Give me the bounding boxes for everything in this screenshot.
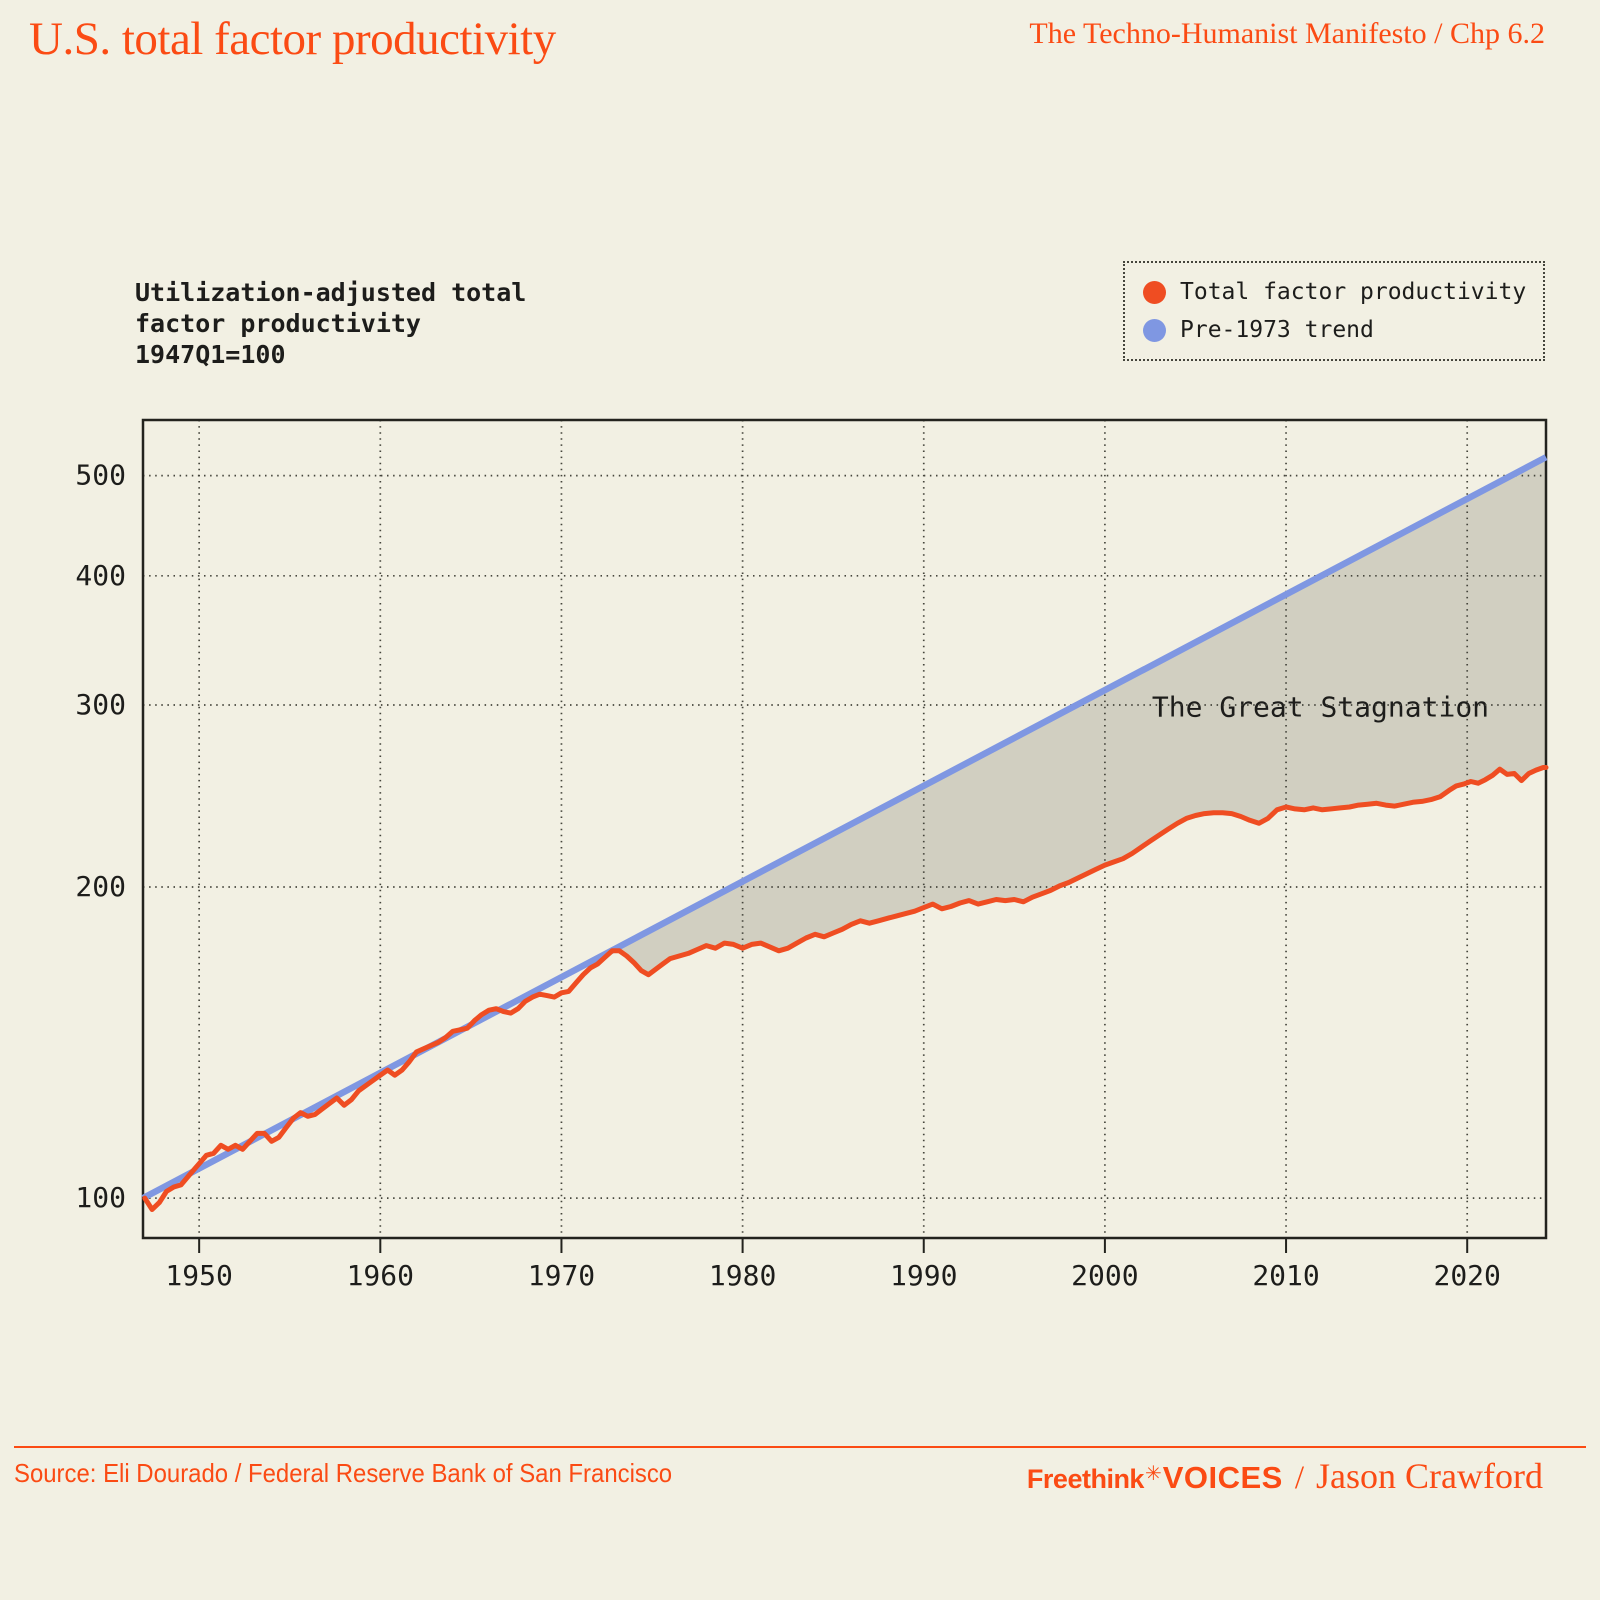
- chart-subtitle-line: factor productivity: [135, 309, 421, 338]
- plot-frame: [141, 418, 1548, 1240]
- y-tick-label: 200: [75, 870, 126, 903]
- y-tick-label: 100: [75, 1181, 126, 1214]
- x-tick-label: 1950: [165, 1259, 232, 1292]
- x-tick-label: 1960: [347, 1259, 414, 1292]
- trend-series-swatch-icon: [1143, 318, 1166, 342]
- tfp-line: [142, 765, 1549, 1212]
- y-tick-label: 300: [75, 688, 126, 721]
- voices-logo: VOICES: [1162, 1460, 1283, 1495]
- freethink-logo: Freethink: [1026, 1464, 1145, 1494]
- tfp-series-swatch-icon: [1143, 280, 1166, 304]
- chart-legend: Total factor productivity Pre-1973 trend: [1123, 261, 1545, 361]
- chart-subtitle-line: 1947Q1=100: [135, 340, 286, 369]
- x-tick-label: 1990: [890, 1259, 957, 1292]
- chart-subtitle: Utilization-adjusted total factor produc…: [135, 277, 526, 370]
- chart-subtitle-line: Utilization-adjusted total: [135, 278, 527, 307]
- brand-divider: /: [1294, 1460, 1305, 1496]
- x-tick-label: 1980: [709, 1259, 776, 1292]
- legend-item-tfp: Total factor productivity: [1143, 279, 1543, 305]
- footer-divider: [14, 1446, 1586, 1448]
- asterisk-icon: ✳: [1144, 1463, 1162, 1485]
- trend-line: [141, 454, 1548, 1201]
- legend-label-tfp: Total factor productivity: [1180, 279, 1527, 305]
- y-tick-label: 400: [75, 559, 126, 592]
- x-tick-label: 2020: [1433, 1259, 1500, 1292]
- page-title: U.S. total factor productivity: [29, 13, 556, 65]
- author-name: Jason Crawford: [1316, 1456, 1543, 1496]
- x-tick-label: 1970: [528, 1259, 595, 1292]
- great-stagnation-annotation: The Great Stagnation: [1152, 690, 1489, 723]
- legend-item-trend: Pre-1973 trend: [1143, 317, 1543, 343]
- y-tick-label: 500: [75, 459, 126, 492]
- legend-label-trend: Pre-1973 trend: [1180, 317, 1374, 343]
- brand-credit: Freethink ✳ VOICES / Jason Crawford: [1027, 1455, 1543, 1497]
- x-tick-label: 2000: [1071, 1259, 1138, 1292]
- source-credit: Source: Eli Dourado / Federal Reserve Ba…: [14, 1458, 673, 1488]
- x-tick-label: 2010: [1252, 1259, 1319, 1292]
- stagnation-gap-area: [612, 457, 1546, 975]
- chapter-reference: The Techno-Humanist Manifesto / Chp 6.2: [1029, 17, 1545, 50]
